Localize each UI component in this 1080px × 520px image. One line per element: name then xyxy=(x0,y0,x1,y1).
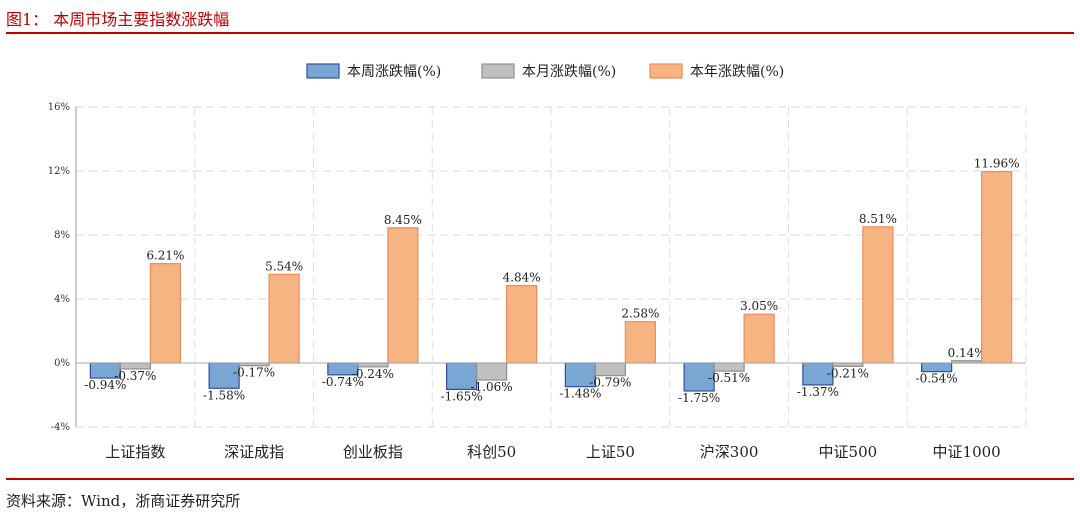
legend-swatch xyxy=(306,63,340,79)
bar xyxy=(713,362,745,372)
x-tick-label: 中证1000 xyxy=(933,443,1001,461)
data-label: 5.54% xyxy=(265,259,303,273)
data-label: 0.14% xyxy=(948,346,986,360)
data-label: -1.48% xyxy=(559,387,601,401)
data-label: -0.74% xyxy=(322,375,364,389)
x-tick-label: 科创50 xyxy=(467,443,516,461)
data-label: 6.21% xyxy=(146,249,184,263)
bar xyxy=(208,362,240,389)
x-tick-label: 上证50 xyxy=(586,443,635,461)
data-label: -1.75% xyxy=(678,391,720,405)
data-label: -0.24% xyxy=(352,367,394,381)
data-label: 11.96% xyxy=(974,157,1020,171)
legend-swatch xyxy=(649,63,683,79)
bar xyxy=(446,362,478,390)
data-label: -0.21% xyxy=(827,366,869,380)
bar xyxy=(981,171,1013,364)
figure-title: 图1： 本周市场主要指数涨跌幅 xyxy=(6,10,230,29)
bar xyxy=(387,227,419,364)
data-label: -1.06% xyxy=(471,380,513,394)
bar xyxy=(921,362,953,373)
data-label: -1.58% xyxy=(203,388,245,402)
legend-label: 本周涨跌幅(%) xyxy=(347,64,441,80)
legend-swatch xyxy=(481,63,515,79)
bar xyxy=(268,273,300,364)
y-tick-label: 4% xyxy=(54,294,70,305)
x-tick-label: 上证指数 xyxy=(105,443,165,461)
data-label: -1.65% xyxy=(441,389,483,403)
y-tick-label: 0% xyxy=(54,358,70,369)
data-label: -0.94% xyxy=(84,378,126,392)
x-tick-label: 中证500 xyxy=(819,443,878,461)
source-note: 资料来源：Wind，浙商证券研究所 xyxy=(6,492,241,510)
legend-label: 本年涨跌幅(%) xyxy=(690,64,784,80)
bar xyxy=(683,362,715,392)
data-label: -0.37% xyxy=(114,369,156,383)
bar xyxy=(594,362,626,377)
bar xyxy=(506,284,538,364)
data-label: 3.05% xyxy=(740,299,778,313)
bar xyxy=(743,313,775,364)
legend-label: 本月涨跌幅(%) xyxy=(522,64,616,80)
top-rule xyxy=(6,32,1074,34)
y-tick-label: 8% xyxy=(54,230,70,241)
bar-chart: -4%0%4%8%12%16%-0.94%-1.58%-0.74%-1.65% -… xyxy=(48,63,1027,461)
data-label: -0.51% xyxy=(708,371,750,385)
y-tick-label: 12% xyxy=(48,166,70,177)
data-label: 8.45% xyxy=(384,213,422,227)
bar xyxy=(862,226,894,364)
data-label: 2.58% xyxy=(621,307,659,321)
data-label: 8.51% xyxy=(859,212,897,226)
data-label: -1.37% xyxy=(797,385,839,399)
x-tick-label: 创业板指 xyxy=(343,443,403,461)
x-tick-label: 沪深300 xyxy=(700,443,759,461)
data-label: -0.79% xyxy=(589,376,631,390)
bar xyxy=(476,362,508,381)
data-label: -0.54% xyxy=(916,372,958,386)
bottom-rule xyxy=(6,478,1074,480)
y-tick-label: -4% xyxy=(51,422,70,433)
data-label: -0.17% xyxy=(233,366,275,380)
bar xyxy=(624,321,656,364)
y-tick-label: 16% xyxy=(48,102,70,113)
x-tick-label: 深证成指 xyxy=(224,443,284,461)
bar xyxy=(149,263,181,364)
data-label: 4.84% xyxy=(503,271,541,285)
